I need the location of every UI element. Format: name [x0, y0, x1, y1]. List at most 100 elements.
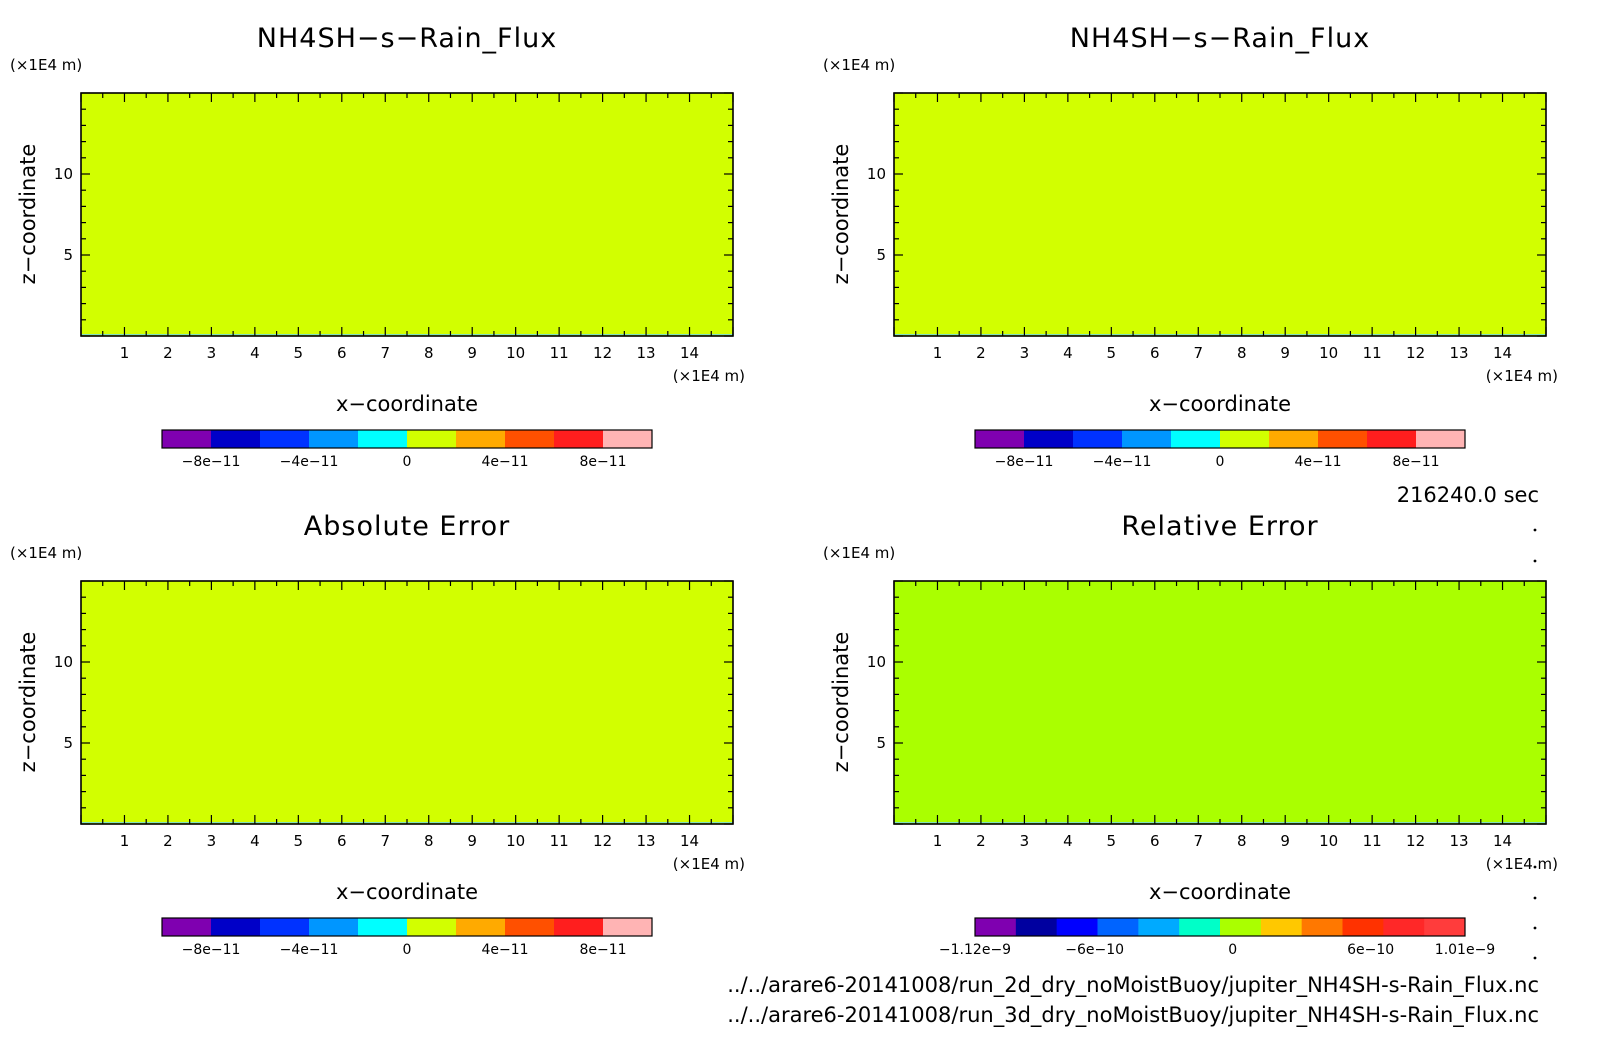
colorbar-tick-label: 4e−11 [1294, 454, 1341, 470]
dot-2 [1533, 559, 1537, 563]
x-tick-label: 6 [337, 832, 347, 850]
x-tick-label: 9 [1280, 832, 1290, 850]
x-tick-label: 14 [680, 832, 699, 850]
colorbar-segment [1024, 430, 1074, 448]
x-tick-label: 8 [424, 832, 434, 850]
x-tick-label: 11 [1363, 344, 1382, 362]
y-axis-label: z−coordinate [829, 632, 853, 773]
panel-3: Absolute Error(×1E4 m)1 2 3 4 5 6 7 8 9 10 11 12 13 1… [10, 511, 745, 958]
colorbar-segment [975, 430, 1025, 448]
x-tick-label: 3 [1020, 344, 1030, 362]
x-tick-label: 8 [1237, 344, 1247, 362]
colorbar-segment [1318, 430, 1368, 448]
colorbar-segment [407, 918, 457, 936]
heatmap-field [894, 93, 1546, 336]
y-unit-label: (×1E4 m) [823, 544, 895, 562]
y-axis-label: z−coordinate [16, 144, 40, 285]
x-tick-label: 7 [380, 344, 390, 362]
y-tick-label: 10 [867, 165, 886, 183]
colorbar-segment [1015, 918, 1058, 936]
x-unit-label: (×1E4 m) [1486, 855, 1558, 873]
x-tick-label: 1 [933, 344, 943, 362]
colorbar-frame [161, 429, 653, 449]
colorbar-segment [1383, 918, 1425, 936]
colorbar-segment [162, 430, 212, 448]
x-tick-label: 10 [506, 832, 525, 850]
colorbar-segment [260, 918, 310, 936]
colorbar-tick-label: 0 [1216, 454, 1225, 470]
y-tick-label: 5 [876, 246, 886, 264]
colorbar-segment [1220, 918, 1262, 936]
x-tick-label: 9 [467, 832, 477, 850]
x-tick-label: 12 [593, 344, 612, 362]
colorbar-segment [211, 430, 261, 448]
x-tick-label: 11 [550, 832, 569, 850]
colorbar-segment [1097, 918, 1139, 936]
y-tick-label: 10 [54, 653, 73, 671]
x-tick-label: 5 [1107, 832, 1117, 850]
colorbar-segment [1416, 430, 1466, 448]
colorbar-frame [161, 917, 653, 937]
x-tick-label: 5 [294, 832, 304, 850]
x-tick-label: 4 [250, 344, 260, 362]
panel-1: NH4SH−s−Rain_Flux(×1E4 m)1 2 3 4 5 6 7 8 9 10 11 12… [10, 23, 745, 470]
colorbar-segment [603, 430, 653, 448]
x-tick-label: 14 [680, 344, 699, 362]
x-tick-label: 10 [506, 344, 525, 362]
colorbar-tick-label: 6e−10 [1347, 942, 1394, 958]
dot-3 [1533, 865, 1537, 869]
file-path-1: ../../arare6-20141008/run_2d_dry_noMoist… [727, 973, 1539, 998]
colorbar-segment [554, 430, 604, 448]
x-tick-label: 11 [550, 344, 569, 362]
colorbar-tick-label: −4e−11 [280, 942, 339, 958]
dot-6 [1533, 956, 1537, 960]
colorbar-tick-label: −8e−11 [995, 454, 1054, 470]
colorbar-tick-label: 0 [1228, 942, 1237, 958]
x-tick-label: 1 [120, 344, 130, 362]
colorbar-segment [603, 918, 653, 936]
x-tick-label: 5 [294, 344, 304, 362]
colorbar-tick-label: −8e−11 [182, 454, 241, 470]
colorbar-tick-label: −4e−11 [1093, 454, 1152, 470]
time-label: 216240.0 sec [1397, 483, 1539, 507]
panel-title: NH4SH−s−Rain_Flux [1070, 23, 1370, 54]
y-unit-label: (×1E4 m) [10, 56, 82, 74]
x-tick-label: 9 [1280, 344, 1290, 362]
x-tick-label: 11 [1363, 832, 1382, 850]
colorbar-segment [1122, 430, 1172, 448]
x-tick-label: 7 [1193, 344, 1203, 362]
colorbar-tick-label: −1.12e−9 [939, 942, 1011, 958]
colorbar-tick-label: 8e−11 [579, 942, 626, 958]
colorbar-segment [407, 430, 457, 448]
x-tick-label: 4 [250, 832, 260, 850]
panel-title: NH4SH−s−Rain_Flux [257, 23, 557, 54]
panel-4: Relative Error(×1E4 m)1 2 3 4 5 6 7 8 9 10 11 12 13 1… [823, 511, 1558, 958]
x-unit-label: (×1E4 m) [1486, 367, 1558, 385]
x-tick-label: 10 [1319, 832, 1338, 850]
colorbar-tick-label: 0 [403, 942, 412, 958]
y-tick-label: 10 [867, 653, 886, 671]
x-tick-label: 6 [337, 344, 347, 362]
dot-5 [1533, 926, 1537, 930]
x-axis-label: x−coordinate [336, 392, 478, 416]
edge-dots [1533, 528, 1537, 960]
x-unit-label: (×1E4 m) [673, 855, 745, 873]
colorbar-frame [974, 917, 1466, 937]
y-tick-label: 5 [63, 734, 73, 752]
colorbar-tick-label: 4e−11 [481, 454, 528, 470]
x-axis-label: x−coordinate [1149, 880, 1291, 904]
x-tick-label: 6 [1150, 832, 1160, 850]
dot-4 [1533, 896, 1537, 900]
x-tick-label: 14 [1493, 344, 1512, 362]
dot-1 [1533, 528, 1537, 532]
x-tick-label: 3 [207, 344, 217, 362]
colorbar-tick-label: −4e−11 [280, 454, 339, 470]
heatmap-field [894, 581, 1546, 824]
colorbar-segment [211, 918, 261, 936]
x-tick-label: 12 [1406, 832, 1425, 850]
x-tick-label: 5 [1107, 344, 1117, 362]
x-tick-label: 1 [933, 832, 943, 850]
colorbar-segment [309, 430, 359, 448]
colorbar-tick-label: −8e−11 [182, 942, 241, 958]
